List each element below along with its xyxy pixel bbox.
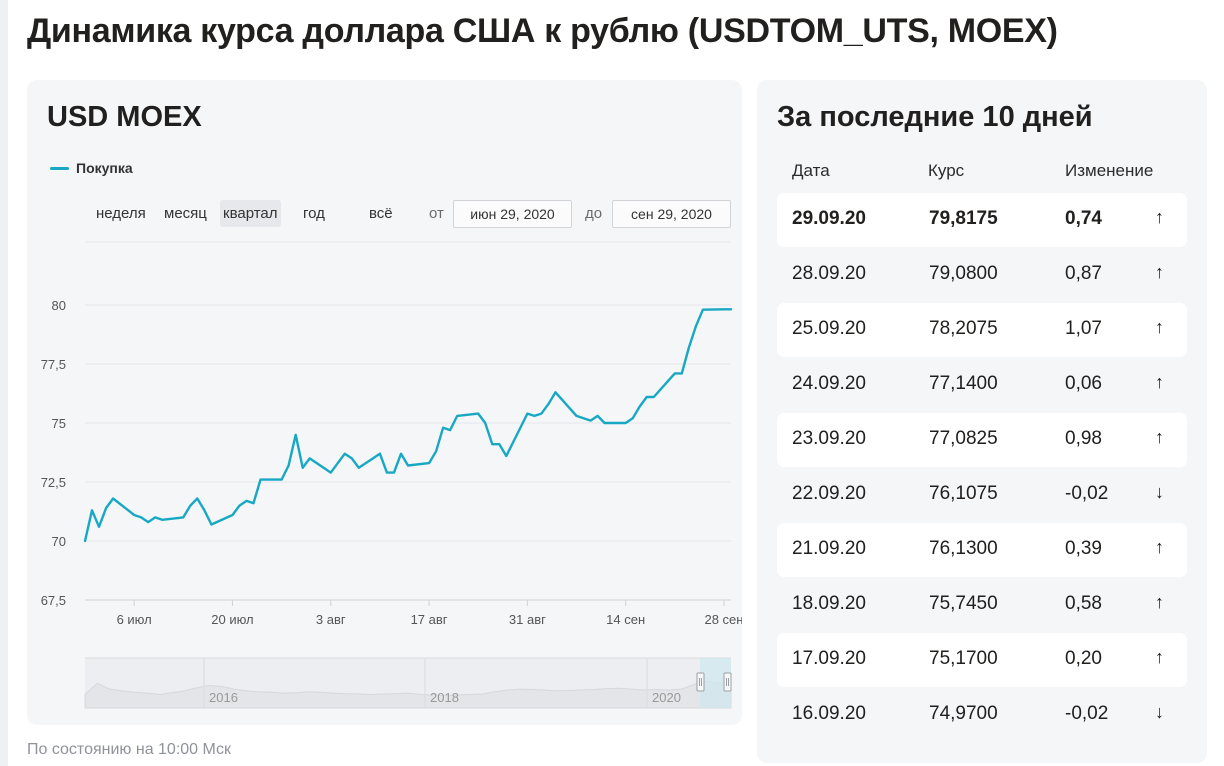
table-row: 24.09.20 77,1400 0,06 ↑ xyxy=(777,358,1187,412)
x-tick-label: 17 авг xyxy=(411,612,448,627)
row-date: 23.09.20 xyxy=(792,428,866,449)
y-tick-label: 80 xyxy=(52,298,66,313)
table-row: 21.09.20 76,1300 0,39 ↑ xyxy=(777,523,1187,577)
left-edge-strip xyxy=(0,0,8,766)
y-tick-label: 75 xyxy=(52,416,66,431)
row-change: 0,74 xyxy=(1065,208,1102,229)
x-tick-label: 14 сен xyxy=(606,612,645,627)
navigator-history-area xyxy=(84,677,732,709)
period-quarter-button[interactable]: квартал xyxy=(220,200,281,227)
chart-legend[interactable]: Покупка xyxy=(50,160,133,176)
row-date: 16.09.20 xyxy=(792,703,866,724)
table-row: 22.09.20 76,1075 -0,02 ↓ xyxy=(777,468,1187,522)
range-to-label: до xyxy=(585,205,603,222)
y-tick-label: 77,5 xyxy=(41,357,66,372)
row-rate: 76,1300 xyxy=(929,538,998,559)
range-from-input[interactable] xyxy=(453,200,572,228)
x-axis: 6 июл 20 июл 3 авг 17 авг 31 авг 14 сен 28 сен xyxy=(85,599,742,627)
row-change: 0,98 xyxy=(1065,428,1102,449)
navigator-year-label: 2016 xyxy=(209,690,238,705)
navigator-year-label: 2020 xyxy=(652,690,681,705)
column-header-date: Дата xyxy=(792,161,830,180)
row-rate: 79,8175 xyxy=(929,208,998,229)
rates-table-panel: За последние 10 дней Дата Курс Изменение… xyxy=(757,80,1207,763)
range-from-label: от xyxy=(429,205,444,222)
row-change: 0,06 xyxy=(1065,373,1102,394)
chart-grid xyxy=(85,304,731,601)
legend-label: Покупка xyxy=(76,160,133,176)
navigator-left-handle[interactable] xyxy=(696,672,705,692)
row-date: 24.09.20 xyxy=(792,373,866,394)
row-change: -0,02 xyxy=(1065,483,1109,504)
period-all-button[interactable]: всё xyxy=(369,205,393,222)
navigator-content: 2016 2018 2020 xyxy=(84,658,732,709)
line-chart: 67,5 70 72,5 75 77,5 80 6 июл 20 июл 3 авг 17 ав… xyxy=(41,241,742,709)
row-date: 21.09.20 xyxy=(792,538,866,559)
row-rate: 76,1075 xyxy=(929,483,998,504)
row-change: -0,02 xyxy=(1065,703,1109,724)
status-timestamp: По состоянию на 10:00 Мск xyxy=(27,741,232,758)
row-date: 25.09.20 xyxy=(792,318,866,339)
arrow-up-icon: ↑ xyxy=(1155,427,1164,447)
period-month-button[interactable]: месяц xyxy=(164,205,207,222)
table-row: 18.09.20 75,7450 0,58 ↑ xyxy=(777,578,1187,632)
x-tick-label: 20 июл xyxy=(211,612,253,627)
arrow-down-icon: ↓ xyxy=(1155,482,1164,502)
range-to-input[interactable] xyxy=(612,200,731,228)
series-layer xyxy=(83,308,733,543)
row-date: 29.09.20 xyxy=(792,208,866,229)
row-change: 0,39 xyxy=(1065,538,1102,559)
x-tick-label: 3 авг xyxy=(316,612,346,627)
row-rate: 79,0800 xyxy=(929,263,998,284)
row-rate: 75,1700 xyxy=(929,648,998,669)
table-row: 17.09.20 75,1700 0,20 ↑ xyxy=(777,633,1187,687)
arrow-up-icon: ↑ xyxy=(1155,317,1164,337)
row-date: 28.09.20 xyxy=(792,263,866,284)
row-change: 1,07 xyxy=(1065,318,1102,339)
arrow-up-icon: ↑ xyxy=(1155,262,1164,282)
x-tick-label: 6 июл xyxy=(117,612,152,627)
navigator-right-handle[interactable] xyxy=(723,672,732,692)
period-week-button[interactable]: неделя xyxy=(96,205,146,222)
navigator-year-label: 2018 xyxy=(430,690,459,705)
chart-panel: USD MOEX Покупка неделя месяц квартал го… xyxy=(27,80,742,725)
row-date: 17.09.20 xyxy=(792,648,866,669)
arrow-up-icon: ↑ xyxy=(1155,372,1164,392)
range-navigator[interactable]: 2016 2018 2020 xyxy=(84,657,732,709)
table-row: 23.09.20 77,0825 0,98 ↑ xyxy=(777,413,1187,467)
y-tick-label: 72,5 xyxy=(41,475,66,490)
period-year-button[interactable]: год xyxy=(303,205,325,222)
arrow-up-icon: ↑ xyxy=(1155,592,1164,612)
y-axis-labels: 67,5 70 72,5 75 77,5 80 xyxy=(41,298,66,608)
arrow-down-icon: ↓ xyxy=(1155,702,1164,722)
row-rate: 77,0825 xyxy=(929,428,998,449)
x-tick-label: 28 сен xyxy=(704,612,742,627)
row-date: 22.09.20 xyxy=(792,483,866,504)
row-change: 0,58 xyxy=(1065,593,1102,614)
row-change: 0,20 xyxy=(1065,648,1102,669)
x-tick-label: 31 авг xyxy=(509,612,546,627)
row-rate: 77,1400 xyxy=(929,373,998,394)
table-row: 25.09.20 78,2075 1,07 ↑ xyxy=(777,303,1187,357)
column-header-change: Изменение xyxy=(1065,161,1154,180)
column-header-rate: Курс xyxy=(928,161,965,180)
row-date: 18.09.20 xyxy=(792,593,866,614)
table-row: 16.09.20 74,9700 -0,02 ↓ xyxy=(777,688,1187,742)
row-rate: 74,9700 xyxy=(929,703,998,724)
row-rate: 75,7450 xyxy=(929,593,998,614)
y-tick-label: 67,5 xyxy=(41,593,66,608)
table-title: За последние 10 дней xyxy=(777,101,1093,133)
row-change: 0,87 xyxy=(1065,263,1102,284)
chart-title: USD MOEX xyxy=(47,101,202,133)
arrow-up-icon: ↑ xyxy=(1155,537,1164,557)
page-title: Динамика курса доллара США к рублю (USDT… xyxy=(27,12,1058,50)
legend-line-swatch xyxy=(50,166,69,170)
table-row: 29.09.20 79,8175 0,74 ↑ xyxy=(777,193,1187,247)
y-tick-label: 70 xyxy=(52,534,66,549)
series-line-buy xyxy=(83,308,733,543)
table-row: 28.09.20 79,0800 0,87 ↑ xyxy=(777,248,1187,302)
arrow-up-icon: ↑ xyxy=(1155,647,1164,667)
row-rate: 78,2075 xyxy=(929,318,998,339)
arrow-up-icon: ↑ xyxy=(1155,207,1164,227)
